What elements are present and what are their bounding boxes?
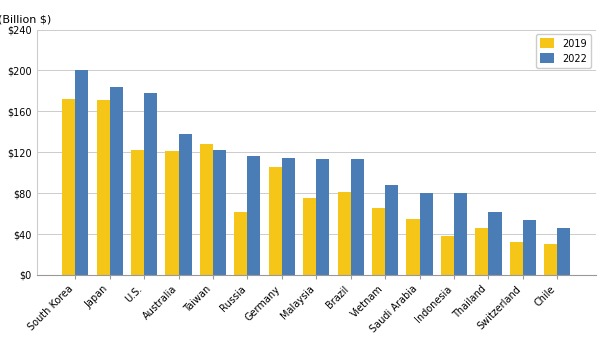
Bar xyxy=(97,100,110,275)
Bar xyxy=(144,93,157,275)
Bar xyxy=(200,144,213,275)
Bar xyxy=(62,99,75,275)
Legend: 2019, 2022: 2019, 2022 xyxy=(536,35,591,67)
Bar xyxy=(166,151,179,275)
Bar xyxy=(213,150,226,275)
Bar xyxy=(282,158,295,275)
Bar xyxy=(316,159,329,275)
Bar xyxy=(303,198,316,275)
Bar xyxy=(269,166,282,275)
Bar xyxy=(441,236,454,275)
Bar xyxy=(385,185,398,275)
Bar xyxy=(110,87,123,275)
Bar xyxy=(523,220,536,275)
Bar xyxy=(179,134,191,275)
Bar xyxy=(338,192,351,275)
Text: (Billion $): (Billion $) xyxy=(0,15,51,25)
Bar xyxy=(544,244,557,275)
Bar xyxy=(235,212,247,275)
Bar xyxy=(131,150,144,275)
Bar xyxy=(247,156,260,275)
Bar xyxy=(372,208,385,275)
Bar xyxy=(510,242,523,275)
Bar xyxy=(475,228,488,275)
Bar xyxy=(557,228,571,275)
Bar xyxy=(351,159,364,275)
Bar xyxy=(406,219,419,275)
Bar xyxy=(488,212,502,275)
Bar xyxy=(419,193,433,275)
Bar xyxy=(75,71,88,275)
Bar xyxy=(454,193,467,275)
